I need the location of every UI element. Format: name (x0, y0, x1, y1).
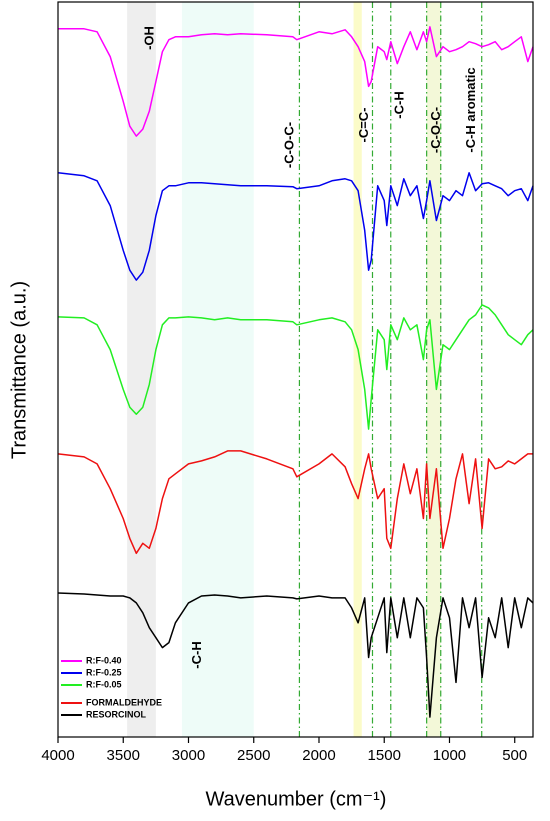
legend-label: R:F-0.05 (86, 679, 122, 689)
series-line (57, 304, 534, 430)
highlight-band (181, 2, 254, 737)
annotation: -C-H (391, 91, 406, 118)
legend-label: R:F-0.40 (86, 655, 122, 665)
annotation: -C=C- (356, 107, 371, 142)
x-tick-label: 2500 (237, 747, 270, 764)
plot-frame (57, 1, 534, 738)
highlight-band (127, 2, 156, 737)
legend-label: R:F-0.25 (86, 667, 122, 677)
annotation: -C-H (189, 641, 204, 668)
series-line (58, 26, 534, 137)
legend-label: RESORCINOL (86, 709, 147, 719)
x-tick-label: 3500 (107, 747, 140, 764)
highlight-band (353, 2, 362, 737)
series-line (57, 592, 534, 718)
annotation: -C-H aromatic (463, 67, 478, 152)
annotation: -OH (141, 26, 156, 50)
x-tick-label: 2000 (302, 747, 335, 764)
annotation: -C-O-C- (428, 107, 443, 153)
x-tick-label: 500 (502, 747, 527, 764)
x-tick-label: 3000 (172, 747, 205, 764)
x-tick-label: 1500 (368, 747, 401, 764)
legend-label: FORMALDEHYDE (86, 697, 162, 707)
x-axis-label: Wavenumber (cm⁻¹) (206, 788, 387, 810)
y-axis-label: Transmittance (a.u.) (8, 281, 30, 459)
x-tick-label: 1000 (433, 747, 466, 764)
series-line (57, 450, 533, 555)
x-tick-label: 4000 (41, 747, 74, 764)
annotation: -C-O-C- (281, 122, 296, 168)
series-line (57, 172, 534, 281)
